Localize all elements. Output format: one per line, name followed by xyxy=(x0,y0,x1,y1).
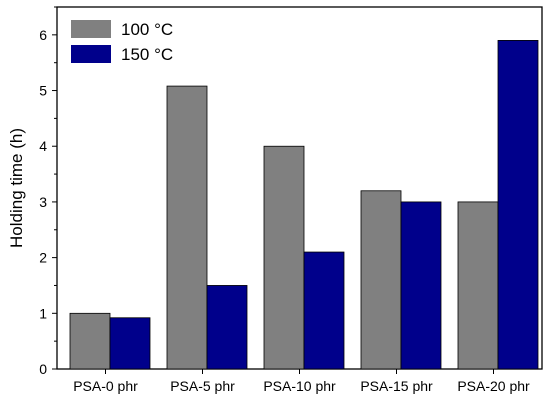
x-tick-label: PSA-15 phr xyxy=(360,378,433,394)
bar-s2-3 xyxy=(303,251,345,370)
bar-s2-2 xyxy=(206,285,248,370)
bar-s2-5 xyxy=(497,40,539,370)
y-tick-label: 0 xyxy=(39,361,47,377)
y-tick-label: 5 xyxy=(39,83,47,99)
bar-s1-1 xyxy=(69,312,111,370)
bar-s1-3 xyxy=(263,145,305,370)
x-tick-label: PSA-5 phr xyxy=(170,378,235,394)
x-tick-label: PSA-0 phr xyxy=(73,378,138,394)
bar-s1-4 xyxy=(360,190,402,370)
y-tick-label: 1 xyxy=(39,305,47,321)
x-tick-label: PSA-10 phr xyxy=(263,378,336,394)
legend-label: 150 °C xyxy=(121,45,173,64)
x-tick-label: PSA-20 phr xyxy=(457,378,530,394)
y-tick-label: 6 xyxy=(39,27,47,43)
y-tick-label: 3 xyxy=(39,194,47,210)
y-tick-label: 4 xyxy=(39,138,47,154)
y-tick-label: 2 xyxy=(39,250,47,266)
legend-swatch xyxy=(71,45,111,63)
bar-s2-1 xyxy=(109,317,151,370)
bar-s1-5 xyxy=(457,201,499,370)
legend-swatch xyxy=(71,20,111,38)
bar-s2-4 xyxy=(400,201,442,370)
legend-label: 100 °C xyxy=(121,20,173,39)
legend: 100 °C 150 °C xyxy=(71,20,173,64)
y-axis-label: Holding time (h) xyxy=(7,128,26,248)
bars xyxy=(69,40,539,370)
axes: 0 1 2 3 4 5 6 PSA-0 phr PSA-5 phr PSA-10 phr PSA-1… xyxy=(39,6,530,394)
bar-s1-2 xyxy=(166,85,208,370)
